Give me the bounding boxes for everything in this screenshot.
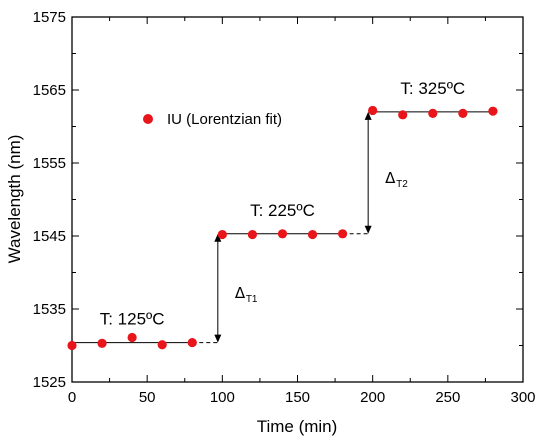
x-tick-label: 300 bbox=[510, 389, 535, 406]
temperature-label: T: 325ºC bbox=[400, 79, 465, 98]
data-point bbox=[127, 332, 137, 343]
delta-label: Δ bbox=[385, 169, 396, 187]
data-point bbox=[428, 108, 438, 118]
temperature-label: T: 225ºC bbox=[250, 201, 315, 220]
delta-label: Δ bbox=[235, 284, 246, 302]
data-point bbox=[368, 105, 378, 116]
data-points bbox=[67, 105, 498, 351]
step-arrow-head bbox=[214, 233, 222, 242]
data-point bbox=[97, 338, 107, 348]
legend: IU (Lorentzian fit) bbox=[143, 111, 282, 128]
temperature-labels: T: 125ºC T: 225ºC T: 325ºC bbox=[100, 79, 465, 329]
x-axis-title: Time (min) bbox=[257, 417, 338, 436]
step-arrow-head bbox=[214, 334, 222, 343]
data-point bbox=[398, 110, 408, 120]
temperature-label: T: 125ºC bbox=[100, 310, 165, 329]
level-lines bbox=[72, 111, 493, 344]
step-arrow-head bbox=[364, 111, 372, 120]
x-tick-label: 100 bbox=[210, 389, 235, 406]
data-point bbox=[338, 229, 348, 239]
delta-subscript: T1 bbox=[246, 294, 258, 305]
x-tick-label: 50 bbox=[139, 389, 156, 406]
data-point bbox=[157, 340, 167, 350]
data-point bbox=[488, 106, 498, 116]
y-tick-label: 1525 bbox=[33, 374, 66, 391]
y-tick-label: 1575 bbox=[33, 9, 66, 26]
axis-ticks: 0 50 100 150 200 250 300 1525 1535 1545 1555 1565 15… bbox=[33, 9, 536, 406]
y-tick-label: 1555 bbox=[33, 155, 66, 172]
y-tick-label: 1565 bbox=[33, 82, 66, 99]
legend-label: IU (Lorentzian fit) bbox=[167, 111, 282, 128]
data-point bbox=[458, 108, 468, 118]
data-point bbox=[307, 229, 318, 240]
data-point bbox=[277, 229, 288, 239]
x-tick-label: 200 bbox=[360, 389, 385, 406]
data-point bbox=[187, 337, 197, 348]
y-tick-label: 1535 bbox=[33, 301, 66, 318]
delta-subscript: T2 bbox=[396, 179, 408, 190]
x-tick-label: 0 bbox=[68, 389, 76, 406]
data-point bbox=[217, 229, 227, 240]
x-tick-label: 250 bbox=[435, 389, 460, 406]
y-tick-label: 1545 bbox=[33, 228, 66, 245]
y-axis-title: Wavelength (nm) bbox=[5, 135, 24, 264]
step-arrow-head bbox=[364, 225, 372, 234]
legend-marker bbox=[143, 114, 153, 124]
data-point bbox=[247, 229, 257, 240]
step-arrows: Δ T1Δ T2 bbox=[214, 111, 408, 343]
data-point bbox=[67, 340, 77, 351]
x-tick-label: 150 bbox=[285, 389, 310, 406]
